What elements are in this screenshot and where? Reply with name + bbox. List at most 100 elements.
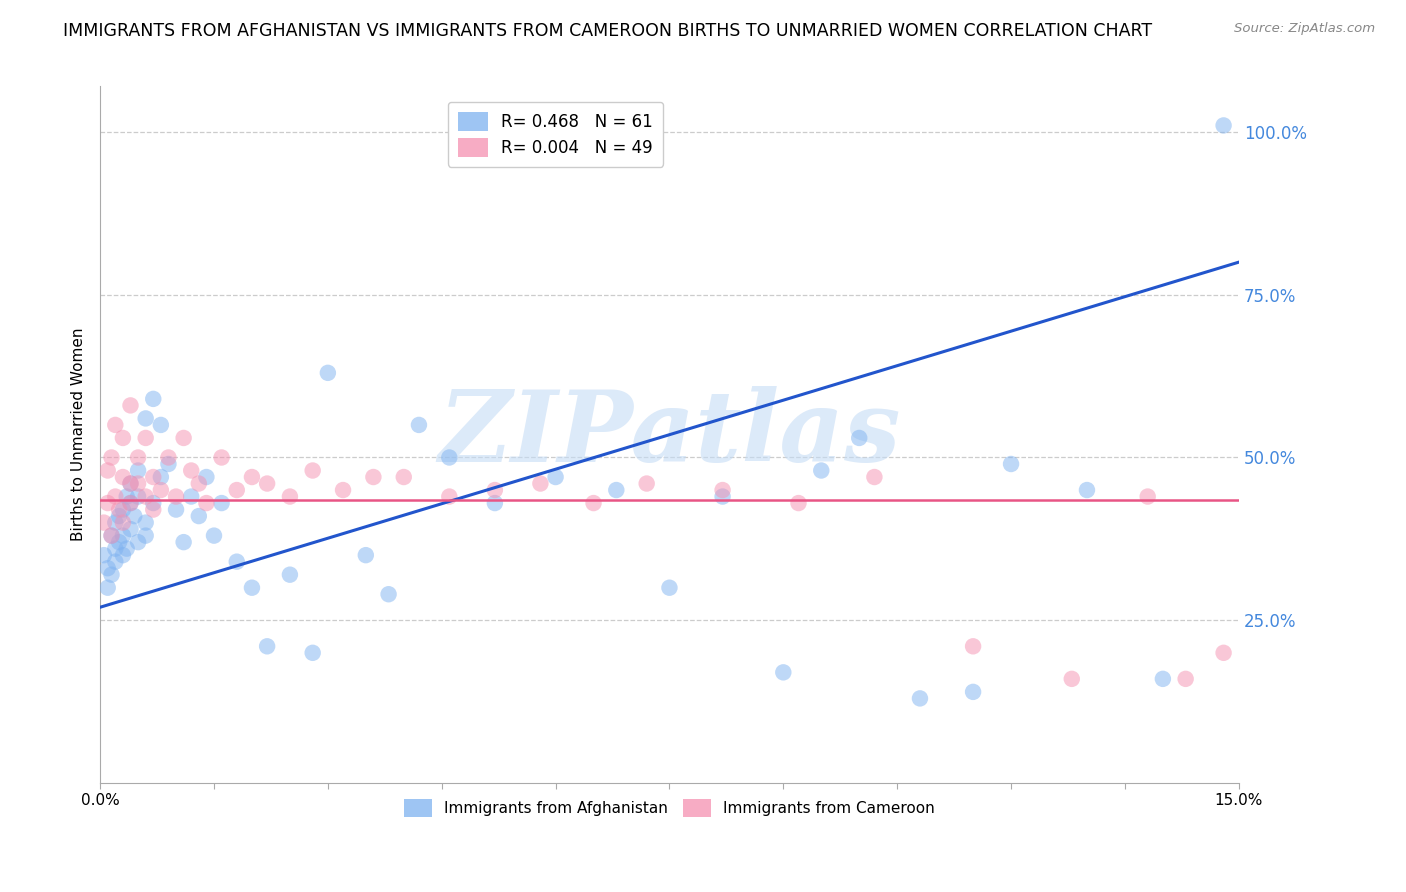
Point: [100, 450, 122, 465]
Point: [1076, 483, 1098, 497]
Point: [408, 417, 430, 432]
Point: [127, 450, 149, 465]
Point: [157, 457, 180, 471]
Point: [115, 541, 138, 556]
Point: [120, 476, 142, 491]
Point: [240, 470, 263, 484]
Point: [1000, 457, 1022, 471]
Point: [180, 463, 202, 477]
Point: [108, 535, 131, 549]
Point: [195, 496, 218, 510]
Point: [211, 496, 233, 510]
Point: [104, 516, 127, 530]
Point: [439, 490, 461, 504]
Point: [256, 640, 278, 654]
Point: [187, 509, 209, 524]
Point: [165, 490, 187, 504]
Point: [484, 483, 506, 497]
Point: [135, 516, 157, 530]
Point: [149, 470, 172, 484]
Point: [142, 470, 165, 484]
Point: [165, 502, 187, 516]
Point: [636, 476, 658, 491]
Point: [111, 516, 134, 530]
Point: [127, 535, 149, 549]
Point: [135, 490, 157, 504]
Point: [256, 476, 278, 491]
Point: [711, 490, 734, 504]
Legend: Immigrants from Afghanistan, Immigrants from Cameroon: Immigrants from Afghanistan, Immigrants …: [396, 791, 942, 824]
Point: [332, 483, 354, 497]
Point: [225, 483, 247, 497]
Point: [104, 555, 127, 569]
Point: [195, 470, 218, 484]
Point: [582, 496, 605, 510]
Point: [100, 567, 122, 582]
Point: [127, 490, 149, 504]
Point: [157, 450, 180, 465]
Point: [529, 476, 551, 491]
Point: [111, 502, 134, 516]
Point: [377, 587, 399, 601]
Point: [142, 496, 165, 510]
Point: [301, 463, 323, 477]
Text: IMMIGRANTS FROM AFGHANISTAN VS IMMIGRANTS FROM CAMEROON BIRTHS TO UNMARRIED WOME: IMMIGRANTS FROM AFGHANISTAN VS IMMIGRANT…: [63, 22, 1153, 40]
Point: [810, 463, 832, 477]
Point: [787, 496, 810, 510]
Point: [544, 470, 567, 484]
Point: [439, 450, 461, 465]
Point: [120, 496, 142, 510]
Y-axis label: Births to Unmarried Women: Births to Unmarried Women: [72, 328, 86, 541]
Point: [142, 502, 165, 516]
Point: [1212, 646, 1234, 660]
Point: [142, 392, 165, 406]
Point: [97, 463, 120, 477]
Point: [104, 490, 127, 504]
Point: [711, 483, 734, 497]
Point: [111, 528, 134, 542]
Point: [316, 366, 339, 380]
Point: [180, 490, 202, 504]
Text: ZIPatlas: ZIPatlas: [439, 386, 901, 483]
Point: [97, 581, 120, 595]
Point: [135, 528, 157, 542]
Point: [962, 685, 984, 699]
Point: [240, 581, 263, 595]
Point: [278, 567, 301, 582]
Point: [301, 646, 323, 660]
Point: [173, 535, 195, 549]
Point: [104, 541, 127, 556]
Point: [120, 522, 142, 536]
Point: [187, 476, 209, 491]
Point: [115, 490, 138, 504]
Point: [392, 470, 415, 484]
Point: [111, 470, 134, 484]
Point: [908, 691, 931, 706]
Point: [149, 417, 172, 432]
Point: [1060, 672, 1083, 686]
Point: [863, 470, 886, 484]
Point: [1212, 119, 1234, 133]
Text: Source: ZipAtlas.com: Source: ZipAtlas.com: [1234, 22, 1375, 36]
Point: [278, 490, 301, 504]
Point: [135, 431, 157, 445]
Point: [202, 528, 225, 542]
Point: [962, 640, 984, 654]
Point: [124, 509, 146, 524]
Point: [120, 476, 142, 491]
Point: [104, 417, 127, 432]
Point: [120, 496, 142, 510]
Point: [658, 581, 681, 595]
Point: [100, 528, 122, 542]
Point: [111, 548, 134, 562]
Point: [127, 476, 149, 491]
Point: [605, 483, 627, 497]
Point: [111, 431, 134, 445]
Point: [108, 509, 131, 524]
Point: [93, 548, 115, 562]
Point: [97, 496, 120, 510]
Point: [1136, 490, 1159, 504]
Point: [1174, 672, 1197, 686]
Point: [848, 431, 870, 445]
Point: [93, 516, 115, 530]
